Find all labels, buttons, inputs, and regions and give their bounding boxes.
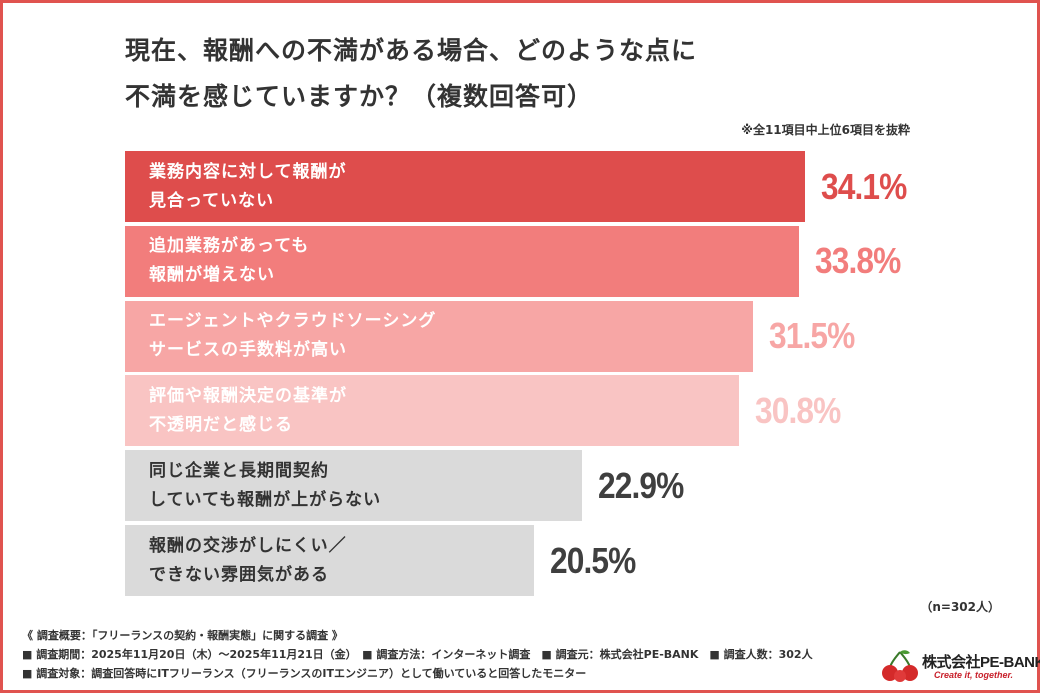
footer-line-1: 《 調査概要：「フリーランスの契約・報酬実態」に関する調査 》 — [22, 629, 343, 642]
bar-label-line2: 見合っていない — [149, 190, 275, 211]
bar-label-line1: 同じ企業と長期間契約 — [149, 460, 329, 481]
bar-label-line1: 追加業務があっても — [149, 236, 310, 257]
bar-label-line2: サービスの手数料が高い — [149, 340, 347, 361]
bar-value-label: 20.5% — [549, 539, 636, 581]
bar-label-line1: 報酬の交渉がしにくい／ — [149, 535, 347, 556]
bar-1: 業務内容に対して報酬が 見合っていない — [125, 151, 805, 222]
survey-footer: 《 調査概要：「フリーランスの契約・報酬実態」に関する調査 》 ■ 調査期間：2… — [22, 626, 813, 683]
chart-title-line2: 不満を感じていますか？（複数回答可） — [125, 82, 594, 111]
bar-label-line2: 不透明だと感じる — [149, 414, 293, 435]
selection-note: ※全11項目中上位6項目を抜粋 — [741, 123, 910, 137]
cherry-icon — [882, 650, 918, 682]
bar-label-line1: 業務内容に対して報酬が — [149, 161, 347, 182]
bar-2: 追加業務があっても 報酬が増えない — [125, 225, 800, 297]
bar-value-label: 33.8% — [815, 240, 901, 282]
chart-title: 現在、報酬への不満がある場合、どのような点に 不満を感じていますか？（複数回答可… — [125, 28, 697, 120]
footer-line-2: ■ 調査期間：2025年11月20日（木）〜2025年11月21日（金） ■ 調… — [22, 648, 813, 661]
logo-tagline: Create it, together. — [934, 670, 1014, 680]
bar-label-line2: 報酬が増えない — [149, 265, 275, 286]
bar-3: エージェントやクラウドソーシング サービスの手数料が高い — [125, 300, 754, 372]
bar-label-line1: 評価や報酬決定の基準が — [149, 385, 347, 406]
sample-size: （n=302人） — [920, 600, 1000, 614]
bar-label-line1: エージェントやクラウドソーシング — [149, 311, 437, 332]
footer-line-3: ■ 調査対象：調査回答時にITフリーランス（フリーランスのITエンジニア）として… — [22, 667, 587, 680]
bar-value-label: 22.9% — [597, 464, 684, 506]
bar-value-label: 34.1% — [821, 165, 907, 207]
logo-name: 株式会社PE-BANK — [922, 654, 1040, 671]
company-logo: 株式会社PE-BANK Create it, together. — [880, 649, 1040, 683]
bar-4: 評価や報酬決定の基準が 不透明だと感じる — [125, 375, 740, 447]
bar-value-label: 31.5% — [769, 315, 855, 357]
chart-title-line1: 現在、報酬への不満がある場合、どのような点に — [125, 36, 698, 65]
bar-5: 同じ企業と長期間契約していても報酬が上がらない — [125, 450, 582, 522]
bar-label-line2: できない雰囲気がある — [149, 564, 329, 585]
bar-value-label: 30.8% — [755, 389, 841, 431]
bar-6: 報酬の交渉がしにくい／ できない雰囲気がある — [125, 525, 534, 596]
bar-label-line2: していても報酬が上がらない — [149, 489, 382, 510]
